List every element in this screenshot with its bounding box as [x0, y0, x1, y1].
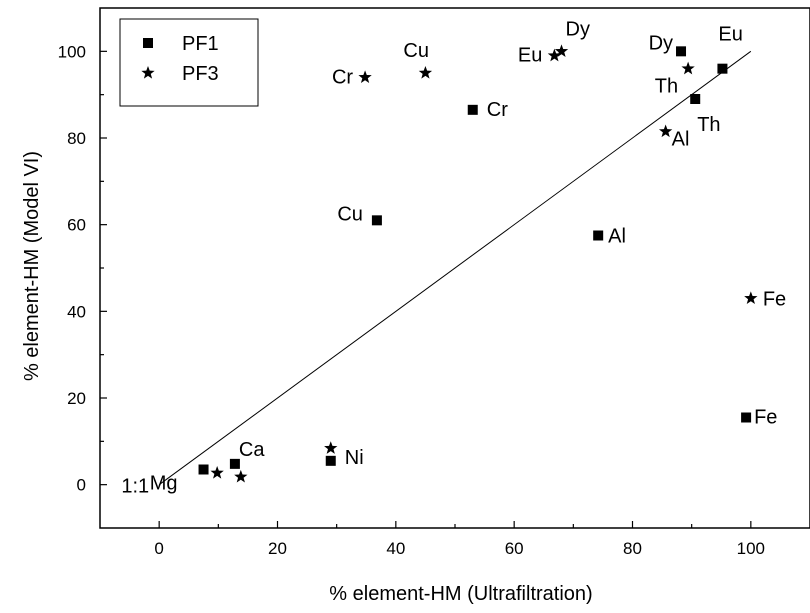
pf3-point — [324, 441, 338, 454]
pf1-point — [690, 94, 701, 104]
axes-layer: 0 20 40 60 80 100 0 20 40 60 80 100 — [58, 7, 810, 558]
point-label-fe: Fe — [763, 288, 786, 310]
point-label-ni: Ni — [345, 447, 364, 469]
pf1-point — [676, 46, 687, 57]
x-tick-label: 60 — [505, 539, 524, 558]
pf1-point — [229, 458, 240, 469]
reference-line-layer: 1:1 — [121, 50, 752, 498]
y-tick-label: 0 — [77, 476, 86, 495]
x-axis-title: % element-HM (Ultrafiltration) — [329, 583, 592, 605]
pf1-point — [593, 230, 604, 241]
point-label-eu: Eu — [518, 45, 542, 67]
one-to-one-label: 1:1 — [121, 476, 149, 498]
point-label-al: Al — [608, 226, 626, 248]
legend-marker-pf1 — [143, 38, 153, 48]
y-tick-label: 80 — [67, 129, 86, 148]
pf3-point — [744, 291, 758, 304]
pf3-point — [547, 48, 562, 62]
pf3-point — [658, 124, 673, 138]
pf3-point — [210, 465, 224, 479]
one-to-one-line — [158, 50, 752, 486]
pf1-point — [325, 455, 336, 466]
pf1-point — [741, 412, 752, 423]
x-tick-label: 100 — [737, 539, 765, 558]
point-label-th: Th — [655, 76, 678, 98]
x-tick-label: 40 — [386, 539, 405, 558]
pf3-point — [554, 44, 569, 57]
x-tick-label: 0 — [154, 539, 163, 558]
point-label-dy: Dy — [649, 32, 673, 54]
x-tick-label: 20 — [268, 539, 287, 558]
point-label-fe: Fe — [754, 407, 777, 429]
y-tick-label: 20 — [67, 389, 86, 408]
pf3-point — [681, 61, 695, 75]
pf1-point — [467, 104, 478, 115]
pf3-point — [418, 66, 433, 79]
pf3-point — [234, 469, 248, 483]
point-label-ca: Ca — [239, 439, 265, 461]
pf1-point — [371, 215, 382, 226]
pf1-point — [717, 63, 728, 74]
data-points-layer — [198, 44, 758, 483]
y-tick-label: 60 — [67, 216, 86, 235]
legend-label-pf1: PF1 — [182, 33, 219, 55]
point-label-cr: Cr — [487, 99, 508, 121]
pf3-point — [358, 70, 372, 83]
y-axis-title: % element-HM (Model VI) — [21, 151, 43, 381]
point-label-cu: Cu — [337, 203, 363, 225]
y-tick-label: 100 — [58, 42, 86, 61]
point-label-al: Al — [672, 129, 690, 151]
legend-marker-pf3 — [141, 66, 155, 79]
point-label-th: Th — [697, 114, 720, 136]
x-tick-label: 80 — [623, 539, 642, 558]
pf1-point — [198, 464, 209, 475]
y-tick-label: 40 — [67, 302, 86, 321]
point-label-mg: Mg — [150, 473, 178, 495]
point-label-eu: Eu — [718, 24, 742, 46]
point-label-dy: Dy — [566, 18, 590, 40]
point-label-cu: Cu — [403, 40, 429, 62]
point-labels-layer: Mg Ca Ni Cu Cr Al Dy Th Eu Fe Cr Cu Eu Dy Al Th Fe — [150, 18, 786, 494]
legend-label-pf3: PF3 — [182, 63, 219, 85]
legend-box — [119, 18, 259, 107]
point-label-cr: Cr — [332, 66, 353, 88]
